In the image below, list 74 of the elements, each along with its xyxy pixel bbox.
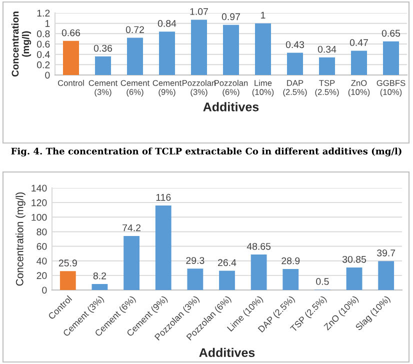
y-tick-label: 60: [36, 243, 47, 250]
x-tick-label: Cement (3%): [88, 80, 118, 97]
data-label: 1: [261, 12, 266, 19]
y-tick-label: 40: [36, 258, 47, 264]
bar: [63, 40, 79, 75]
bar: [351, 50, 367, 75]
bar: [191, 20, 207, 75]
bar: [187, 268, 204, 290]
data-label: 26.4: [218, 259, 236, 266]
data-label: 0.47: [350, 39, 368, 46]
y-tick-label: 140: [32, 184, 47, 192]
data-label: 8.2: [93, 272, 106, 280]
bar: [287, 52, 303, 75]
y-tick-label: 0.8: [37, 30, 50, 38]
bar: [223, 24, 239, 75]
x-axis-title: Additives: [203, 102, 259, 112]
y-tick-label: 0: [42, 286, 47, 294]
y-axis-title: Concentration (mg/l): [11, 12, 32, 77]
data-label: 0.66: [62, 29, 80, 36]
x-tick-label: Pozzolan (3%): [182, 80, 216, 97]
y-tick-label: 1: [45, 20, 50, 27]
bar: [255, 23, 271, 75]
data-label: 39.7: [377, 249, 396, 256]
y-tick-label: 80: [36, 228, 47, 236]
bar: [319, 57, 335, 75]
bar: [219, 270, 235, 290]
x-tick-label: DAP (2.5%): [283, 80, 307, 97]
x-tick-label: GGBFS (10%): [376, 80, 406, 97]
data-label: 116: [156, 194, 171, 201]
data-label: 1.07: [190, 8, 208, 16]
data-label: 30.85: [342, 256, 366, 263]
x-tick-label: Cement (6%): [120, 80, 150, 97]
data-label: 0.43: [286, 41, 304, 48]
y-tick-label: 1.2: [37, 10, 50, 17]
data-label: 0.36: [94, 44, 112, 52]
bar: [159, 32, 175, 75]
y-tick-label: 120: [32, 199, 47, 206]
x-tick-label: Pozzolan (6%): [214, 80, 248, 97]
data-label: 0.65: [382, 30, 400, 37]
y-tick-label: 100: [32, 214, 47, 221]
data-label: 48.65: [246, 242, 271, 250]
data-label: 0.97: [222, 13, 240, 20]
y-tick-label: 20: [36, 272, 47, 280]
bar: [92, 284, 108, 290]
y-tick-label: 0.2: [37, 61, 50, 68]
data-label: 0.72: [126, 26, 144, 34]
data-label: 25.9: [58, 260, 77, 266]
caption: Fig. 4. The concentration of TCLP extractable Co in different additives (mg/l): [11, 148, 402, 156]
bar: [378, 261, 394, 290]
data-label: 0.84: [158, 20, 176, 27]
bar: [127, 38, 143, 75]
y-tick-label: 0.4: [37, 51, 50, 58]
bar: [250, 254, 267, 290]
x-tick-label: TSP (2.5%): [315, 80, 339, 97]
data-label: 28.9: [282, 257, 300, 264]
bar: [60, 271, 76, 290]
y-tick-label: 0: [45, 72, 50, 79]
bar: [95, 56, 111, 75]
bar: [155, 205, 172, 290]
x-tick-label: ZnO (10%): [348, 80, 370, 97]
bar: [124, 236, 140, 290]
data-label: 29.3: [186, 257, 204, 264]
data-label: 0.5: [316, 278, 329, 285]
data-label: 0.34: [318, 46, 336, 53]
x-axis-title: Additives: [199, 348, 255, 358]
y-axis-title: Concentration (mg/l): [16, 192, 26, 286]
bar: [282, 268, 299, 290]
y-tick-label: 0.6: [37, 40, 50, 48]
x-tick-label: Cement (9%): [152, 80, 182, 97]
bar: [383, 41, 399, 75]
bar: [346, 268, 362, 290]
x-tick-label: Control: [58, 80, 84, 86]
x-tick-label: Lime (10%): [252, 80, 274, 97]
data-label: 74.2: [122, 224, 141, 232]
